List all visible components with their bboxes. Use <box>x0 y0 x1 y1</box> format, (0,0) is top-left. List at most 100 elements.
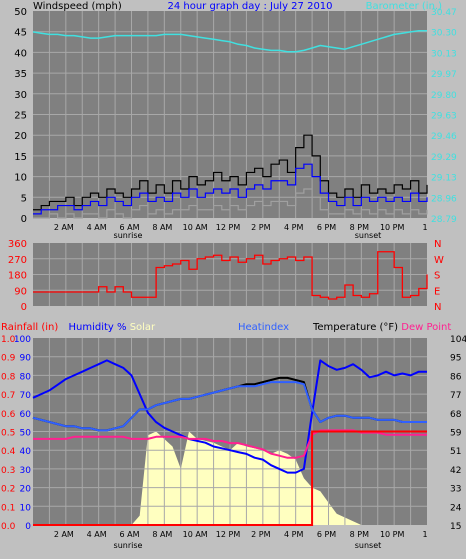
wind-y-tick: 25 <box>14 111 27 122</box>
direction-y-tick: 90 <box>14 286 27 297</box>
barometer-y-tick: 29.97 <box>431 70 457 80</box>
barometer-label: Barometer (in.) <box>366 1 442 12</box>
x-tick-label: 6 PM <box>317 530 336 539</box>
barometer-y-tick: 29.63 <box>431 112 457 122</box>
temperature-y-tick: 68 <box>450 410 462 420</box>
x-tick-label: 10 PM <box>380 223 405 232</box>
temperature-y-tick: 51 <box>450 447 461 457</box>
x-tick-label: 6 PM <box>317 223 336 232</box>
temperature-y-tick: 15 <box>450 522 461 532</box>
x-tick-label: 10 AM <box>183 223 208 232</box>
direction-y-tick: 270 <box>8 255 27 266</box>
wind-barometer-panel: 0 5 10 15 20 25 30 35 40 45 50 28.79 28.96 29.13 29.2… <box>14 1 457 240</box>
x-tick-label: 2 PM <box>251 530 270 539</box>
temperature-y-ticks: 15 24 33 42 51 59 68 77 86 95 104 <box>450 335 466 532</box>
wind-y-tick: 35 <box>14 69 27 80</box>
wind-x-ticks: 2 AM 4 AM 6 AM 8 AM 10 AM 12 PM 2 PM 4 PM 6 PM 8 … <box>54 223 428 232</box>
direction-y-ticks: 0 90 180 270 360 <box>8 239 27 313</box>
barometer-line <box>32 29 427 53</box>
humidity-y-tick: 40 <box>20 447 32 457</box>
legend-rainfall: Rainfall (in) <box>1 322 58 333</box>
wind-gust-line <box>33 134 428 211</box>
legend-humidity: Humidity % <box>68 322 126 333</box>
humidity-y-tick: 30 <box>20 466 32 476</box>
barometer-y-tick: 30.13 <box>431 49 457 59</box>
direction-y-tick: 0 <box>21 302 27 313</box>
barometer-y-tick: 29.13 <box>431 174 457 184</box>
x-tick-label: 4 PM <box>284 530 303 539</box>
rain-y-tick: 0.3 <box>1 466 15 476</box>
humidity-y-tick: 50 <box>20 429 32 439</box>
wind-average-line <box>33 163 428 215</box>
rainfall-line <box>33 430 427 526</box>
x-tick-label: 8 PM <box>350 223 369 232</box>
x-tick-label: 6 AM <box>119 223 139 232</box>
wind-min-line <box>33 188 428 219</box>
barometer-y-tick: 28.96 <box>431 194 457 204</box>
x-tick-label: 4 AM <box>87 223 107 232</box>
temperature-y-tick: 86 <box>450 372 462 382</box>
barometer-y-tick: 28.79 <box>431 215 457 225</box>
sunrise-label-top: sunrise <box>114 231 143 240</box>
x-tick-label: 12 PM <box>216 530 241 539</box>
temperature-y-tick: 33 <box>450 485 461 495</box>
legend-dewpoint: Dew Point <box>401 322 451 333</box>
temperature-y-tick: 77 <box>450 391 461 401</box>
wind-y-tick: 10 <box>14 173 27 184</box>
legend-right: Temperature (°F) Dew Point <box>312 322 451 333</box>
rain-y-tick: 1.0 <box>1 335 16 345</box>
windspeed-label: Windspeed (mph) <box>33 1 122 12</box>
humidity-y-tick: 100 <box>14 335 31 345</box>
humidity-y-tick: 60 <box>20 410 32 420</box>
wind-y-tick: 30 <box>14 90 27 101</box>
x-tick-label: 8 PM <box>350 530 369 539</box>
compass-tick: N <box>434 302 441 313</box>
direction-y-tick: 180 <box>8 271 27 282</box>
x-tick-label: 8 AM <box>152 223 172 232</box>
barometer-y-ticks: 28.79 28.96 29.13 29.29 29.46 29.63 29.80 29.97… <box>431 8 457 225</box>
barometer-y-tick: 30.47 <box>431 8 457 18</box>
temperature-y-tick: 24 <box>450 503 462 513</box>
x-tick-label: 2 AM <box>54 223 74 232</box>
temperature-series <box>32 359 427 526</box>
x-tick-label: 2 PM <box>251 223 270 232</box>
humidity-line <box>32 359 427 474</box>
compass-tick: W <box>434 255 444 266</box>
rain-y-tick: 0.2 <box>1 485 15 495</box>
x-tick-label: 1 <box>422 530 427 539</box>
barometer-y-tick: 29.29 <box>431 153 457 163</box>
rain-y-tick: 0.6 <box>1 410 16 420</box>
legend-heatindex: Heatindex <box>238 322 289 333</box>
direction-y-tick: 360 <box>8 239 27 250</box>
humidity-y-tick: 20 <box>20 485 32 495</box>
humidity-y-tick: 90 <box>20 354 32 364</box>
wind-y-tick: 5 <box>21 193 27 204</box>
x-tick-label: 4 AM <box>87 530 107 539</box>
wind-y-ticks: 0 5 10 15 20 25 30 35 40 45 50 <box>14 7 27 225</box>
legend-row: Rainfall (in) Humidity % Solar <box>1 322 156 333</box>
rain-y-tick: 0.7 <box>1 391 15 401</box>
x-tick-label: 2 AM <box>54 530 74 539</box>
x-tick-label: 12 PM <box>216 223 241 232</box>
x-tick-label: 10 PM <box>380 530 405 539</box>
temperature-y-tick: 59 <box>450 429 462 439</box>
legend-solar: Solar <box>130 322 156 333</box>
temperature-y-tick: 95 <box>450 354 461 364</box>
dewpoint-line <box>33 429 427 459</box>
chart-title: 24 hour graph day : July 27 2010 <box>167 1 332 12</box>
wind-y-tick: 45 <box>14 28 27 39</box>
wind-y-tick: 15 <box>14 152 27 163</box>
temperature-panel: 0.0 0.1 0.2 0.3 0.4 0.5 0.6 0.7 0.8 0.9 1.0 0 10 20 3… <box>1 322 466 550</box>
wind-y-tick: 40 <box>14 48 27 59</box>
x-tick-label: 10 AM <box>183 530 208 539</box>
wind-y-tick: 20 <box>14 131 27 142</box>
rain-y-tick: 0.8 <box>1 372 16 382</box>
sunset-label-bottom: sunset <box>355 541 382 550</box>
temperature-y-tick: 104 <box>450 335 466 345</box>
rain-y-tick: 0.4 <box>1 447 16 457</box>
wind-y-tick: 0 <box>21 214 27 225</box>
x-tick-label: 6 AM <box>119 530 139 539</box>
compass-tick: S <box>434 271 440 282</box>
